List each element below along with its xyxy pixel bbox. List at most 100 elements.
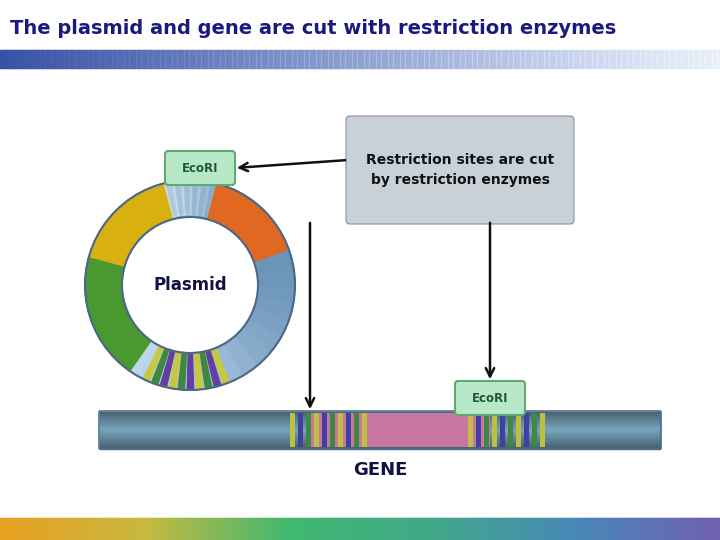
Bar [523,50,526,68]
Bar [526,50,529,68]
Bar [468,413,473,447]
Bar [302,518,305,540]
Wedge shape [86,296,126,321]
Bar [346,50,349,68]
Wedge shape [257,267,295,286]
Wedge shape [85,284,123,303]
Bar [658,518,661,540]
Bar [372,518,375,540]
Wedge shape [200,352,212,389]
Bar [612,518,615,540]
Bar [444,50,447,68]
Bar [570,518,573,540]
Bar [528,50,531,68]
FancyBboxPatch shape [165,151,235,185]
Bar [161,50,164,68]
Bar [158,518,161,540]
Bar [176,518,179,540]
Bar [43,50,47,68]
Bar [264,50,267,68]
Bar [2,50,6,68]
Bar [582,518,585,540]
Bar [452,518,455,540]
Bar [656,518,659,540]
Bar [691,50,695,68]
Bar [568,518,571,540]
Bar [314,413,319,447]
Bar [330,413,335,447]
Bar [257,50,260,68]
Bar [554,518,557,540]
Wedge shape [85,266,123,285]
Bar [526,518,529,540]
Bar [264,518,267,540]
Bar [117,50,121,68]
Bar [413,50,416,68]
Bar [713,50,716,68]
Bar [126,518,129,540]
Bar [190,518,193,540]
Bar [245,50,248,68]
Bar [520,518,523,540]
Bar [428,518,431,540]
Bar [480,50,483,68]
Bar [48,518,51,540]
Bar [430,50,433,68]
Bar [200,518,203,540]
Bar [552,518,555,540]
Bar [58,518,61,540]
Bar [293,50,296,68]
Bar [106,50,109,68]
Bar [558,518,561,540]
Wedge shape [212,344,243,384]
Wedge shape [117,205,146,235]
Bar [286,50,289,68]
Bar [192,50,195,68]
Bar [16,518,19,540]
Bar [636,518,639,540]
Bar [603,50,606,68]
Bar [410,518,413,540]
Bar [686,50,690,68]
Bar [60,518,63,540]
Wedge shape [124,200,151,231]
Bar [350,518,353,540]
Bar [677,50,680,68]
Bar [641,50,644,68]
Bar [496,518,499,540]
Bar [174,518,177,540]
Bar [667,50,670,68]
Wedge shape [207,184,289,262]
Bar [665,50,668,68]
Bar [392,518,395,540]
Bar [142,518,145,540]
Bar [202,50,205,68]
Bar [228,518,231,540]
Bar [315,50,318,68]
Bar [396,50,400,68]
Bar [281,50,284,68]
Bar [604,518,607,540]
Bar [86,50,90,68]
Bar [662,518,665,540]
Bar [168,518,171,540]
Bar [100,419,660,422]
Bar [364,518,367,540]
FancyBboxPatch shape [455,381,525,415]
Bar [305,50,308,68]
Bar [444,518,447,540]
Bar [98,518,101,540]
Bar [221,50,224,68]
Bar [296,518,299,540]
Bar [646,518,649,540]
Bar [172,518,175,540]
Bar [64,518,67,540]
Bar [40,518,43,540]
Bar [355,50,359,68]
Bar [139,50,143,68]
Bar [588,518,591,540]
Bar [412,518,415,540]
Bar [692,518,695,540]
Bar [559,50,562,68]
Bar [437,50,440,68]
